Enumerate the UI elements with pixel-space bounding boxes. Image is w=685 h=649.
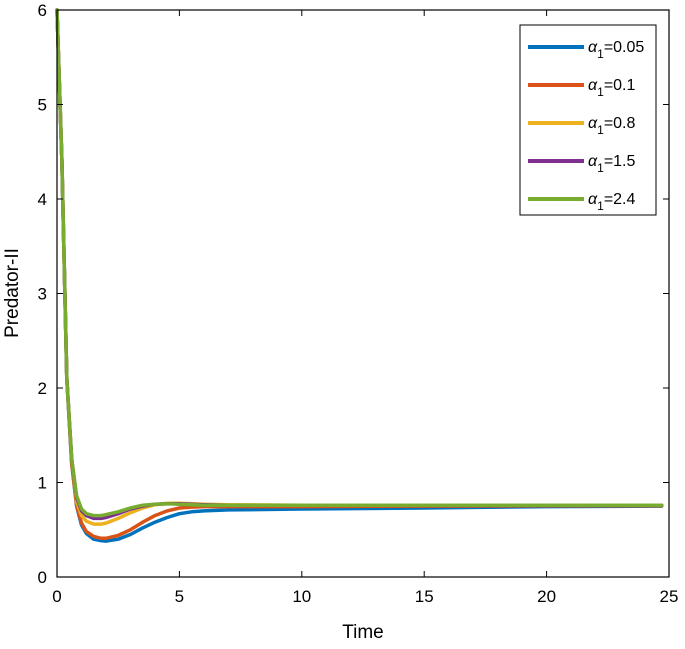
- legend-label-1: α1=0.1: [588, 77, 636, 99]
- y-tick-label-6: 6: [38, 1, 47, 20]
- legend-value-0: =0.05: [604, 39, 645, 56]
- series-line-4: [55, 8, 664, 518]
- legend-label-2: α1=0.8: [588, 115, 636, 137]
- legend-subscript-3: 1: [597, 161, 604, 175]
- y-tick-label-3: 3: [38, 285, 47, 304]
- legend-symbol-4: α: [588, 191, 598, 208]
- legend-value-3: =1.5: [604, 153, 636, 170]
- y-tick-label-2: 2: [38, 379, 47, 398]
- legend-label-3: α1=1.5: [588, 153, 636, 175]
- y-axis-label: Predator-II: [2, 248, 23, 338]
- x-tick-label-0: 0: [52, 587, 61, 606]
- legend-label-4: α1=2.4: [588, 191, 636, 213]
- legend-symbol-2: α: [588, 115, 598, 132]
- x-tick-label-5: 25: [660, 587, 679, 606]
- legend-value-4: =2.4: [604, 191, 636, 208]
- legend-symbol-3: α: [588, 153, 598, 170]
- legend-symbol-1: α: [588, 77, 598, 94]
- legend-value-2: =0.8: [604, 115, 636, 132]
- x-tick-label-3: 15: [415, 587, 434, 606]
- legend-subscript-1: 1: [597, 85, 604, 99]
- y-tick-label-0: 0: [38, 568, 47, 587]
- y-tick-label-5: 5: [38, 96, 47, 115]
- series-layer: [55, 8, 664, 543]
- x-tick-label-1: 5: [175, 587, 184, 606]
- x-tick-label-4: 20: [537, 587, 556, 606]
- legend-subscript-2: 1: [597, 123, 604, 137]
- legend-value-1: =0.1: [604, 77, 636, 94]
- legend-box: [519, 24, 657, 216]
- tick-layer: 0 5 10 15 20 25 0 1 2 3 4 5 6: [38, 1, 679, 606]
- y-tick-label-1: 1: [38, 474, 47, 493]
- x-tick-label-2: 10: [292, 587, 311, 606]
- legend-subscript-0: 1: [597, 47, 604, 61]
- legend-symbol-0: α: [588, 39, 598, 56]
- x-axis-label: Time: [342, 622, 384, 643]
- legend-label-0: α1=0.05: [588, 39, 644, 61]
- legend-subscript-4: 1: [597, 199, 604, 213]
- y-tick-label-4: 4: [38, 190, 47, 209]
